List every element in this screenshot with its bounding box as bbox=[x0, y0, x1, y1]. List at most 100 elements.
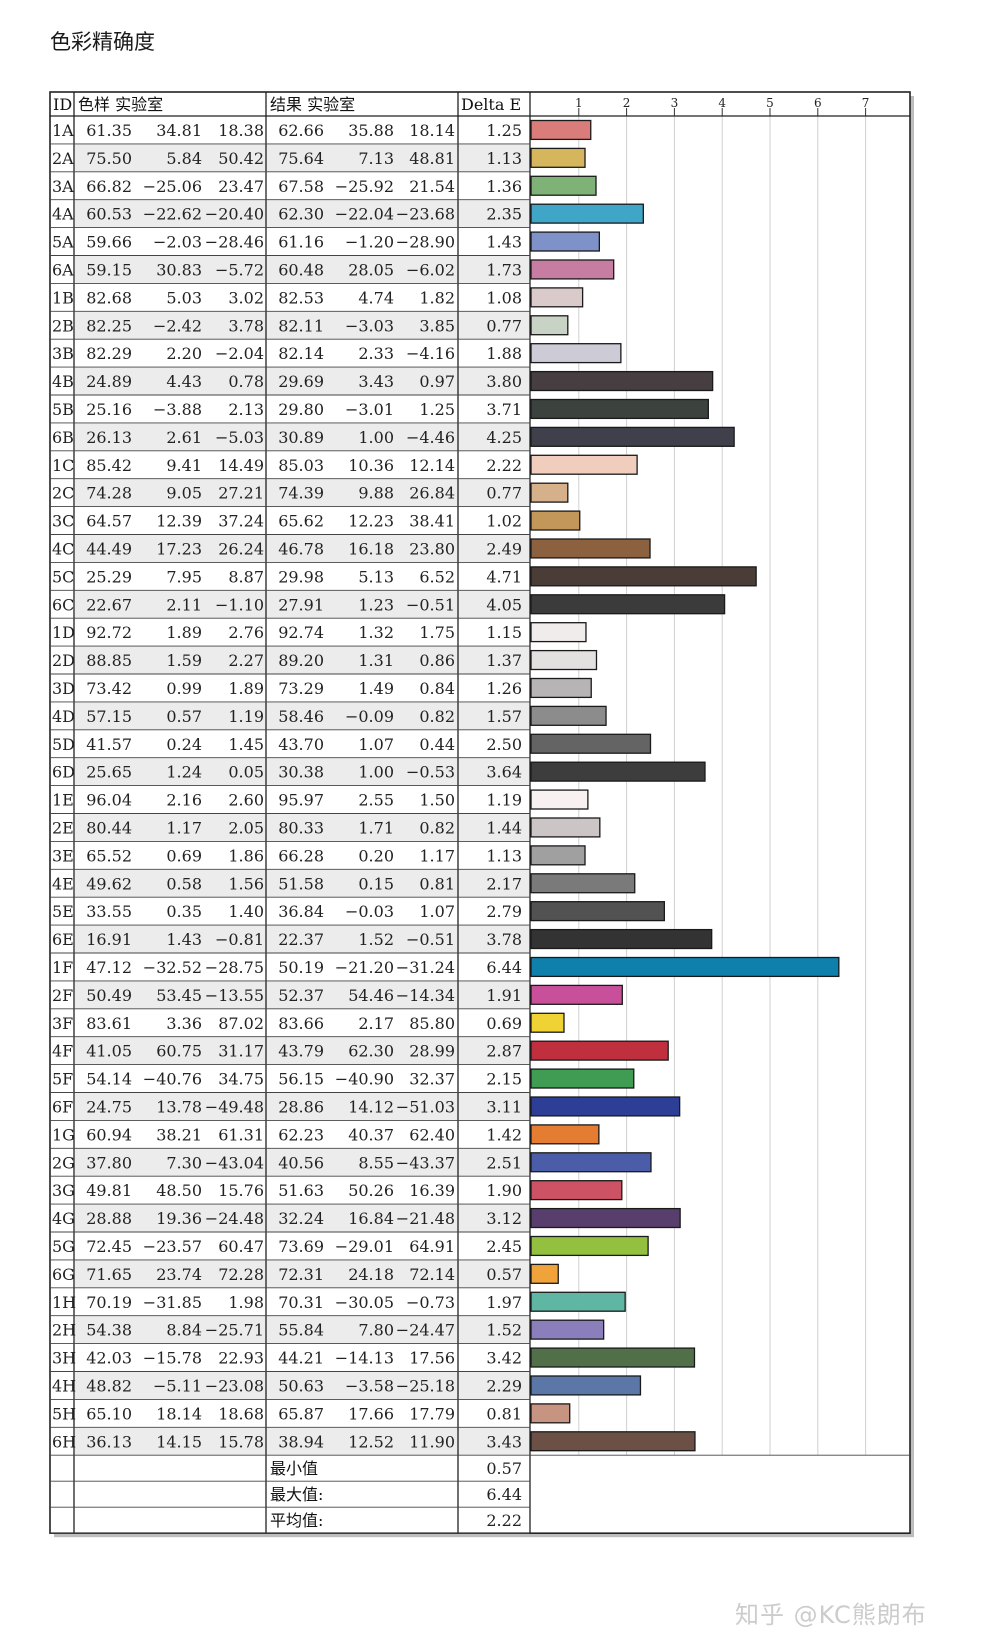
cell-result-value: 67.58 bbox=[278, 177, 324, 196]
bar-4B bbox=[530, 370, 714, 392]
cell-sample-value: 42.03 bbox=[86, 1349, 132, 1368]
cell-result-value: 29.69 bbox=[278, 372, 324, 391]
cell-sample-value: −20.40 bbox=[205, 205, 264, 224]
cell-delta: 3.42 bbox=[486, 1349, 522, 1368]
cell-sample-value: 1.40 bbox=[228, 902, 264, 921]
cell-result-value: 0.82 bbox=[419, 707, 455, 726]
cell-id: 2C bbox=[52, 484, 74, 503]
cell-id: 6H bbox=[52, 1432, 76, 1451]
cell-result-value: 26.84 bbox=[409, 484, 455, 503]
cell-sample-value: −3.88 bbox=[153, 400, 202, 419]
bar-5B bbox=[530, 398, 709, 420]
row-band bbox=[75, 311, 530, 340]
cell-result-value: 62.40 bbox=[409, 1125, 455, 1144]
cell-sample-value: 17.23 bbox=[156, 539, 202, 558]
cell-sample-value: 30.83 bbox=[156, 260, 202, 279]
cell-result-value: −0.51 bbox=[406, 930, 455, 949]
summary-value: 6.44 bbox=[486, 1485, 522, 1504]
cell-result-value: 28.86 bbox=[278, 1097, 324, 1116]
cell-result-value: 51.58 bbox=[278, 874, 324, 893]
cell-delta: 2.51 bbox=[486, 1153, 522, 1172]
row-band bbox=[75, 478, 530, 507]
cell-result-value: 16.84 bbox=[348, 1209, 394, 1228]
bar-2H bbox=[530, 1319, 605, 1340]
cell-result-value: 54.46 bbox=[348, 986, 394, 1005]
cell-sample-value: −15.78 bbox=[143, 1349, 202, 1368]
cell-sample-value: 0.58 bbox=[166, 874, 202, 893]
cell-result-value: 12.23 bbox=[348, 512, 394, 531]
cell-result-value: 0.20 bbox=[358, 846, 394, 865]
cell-result-value: 1.07 bbox=[358, 735, 394, 754]
cell-sample-value: −2.42 bbox=[153, 316, 202, 335]
cell-sample-value: 26.24 bbox=[218, 539, 264, 558]
cell-sample-value: 49.62 bbox=[86, 874, 132, 893]
cell-sample-value: −28.75 bbox=[205, 958, 264, 977]
x-tick-label: 4 bbox=[718, 96, 726, 110]
cell-result-value: 40.56 bbox=[278, 1153, 324, 1172]
bar-6C bbox=[530, 594, 726, 615]
cell-id: 2E bbox=[52, 818, 74, 837]
cell-result-value: 65.87 bbox=[278, 1404, 324, 1423]
cell-result-value: −0.09 bbox=[345, 707, 394, 726]
page-title: 色彩精确度 bbox=[50, 30, 155, 54]
cell-result-value: 75.64 bbox=[278, 149, 324, 168]
cell-sample-value: 60.94 bbox=[86, 1125, 132, 1144]
cell-result-value: 85.03 bbox=[278, 456, 324, 475]
cell-result-value: 0.86 bbox=[419, 651, 455, 670]
cell-id: 4B bbox=[52, 372, 74, 391]
cell-result-value: 28.99 bbox=[409, 1042, 455, 1061]
cell-delta: 2.22 bbox=[486, 456, 522, 475]
cell-delta: 3.12 bbox=[486, 1209, 522, 1228]
cell-result-value: 0.84 bbox=[419, 679, 455, 698]
cell-sample-value: 15.76 bbox=[218, 1181, 264, 1200]
cell-delta: 2.87 bbox=[486, 1042, 522, 1061]
cell-sample-value: 2.76 bbox=[228, 623, 264, 642]
x-tick-label: 2 bbox=[623, 96, 631, 110]
cell-result-value: 92.74 bbox=[278, 623, 324, 642]
cell-sample-value: 33.55 bbox=[86, 902, 132, 921]
cell-sample-value: 73.42 bbox=[86, 679, 132, 698]
bar-6B bbox=[530, 426, 735, 447]
cell-delta: 1.57 bbox=[486, 707, 522, 726]
cell-id: 6B bbox=[52, 428, 74, 447]
cell-result-value: 72.31 bbox=[278, 1265, 324, 1284]
cell-delta: 1.19 bbox=[486, 791, 522, 810]
bar-5D bbox=[530, 733, 652, 754]
cell-result-value: 64.91 bbox=[409, 1237, 455, 1256]
header-id: ID bbox=[53, 95, 72, 114]
cell-id: 5D bbox=[52, 735, 75, 754]
cell-sample-value: 96.04 bbox=[86, 791, 132, 810]
bar-2F bbox=[530, 984, 623, 1005]
bar-3H bbox=[530, 1347, 696, 1368]
cell-result-value: 62.23 bbox=[278, 1125, 324, 1144]
cell-delta: 1.15 bbox=[486, 623, 522, 642]
cell-result-value: 52.37 bbox=[278, 986, 324, 1005]
cell-result-value: 1.00 bbox=[358, 428, 394, 447]
cell-sample-value: −5.72 bbox=[215, 260, 264, 279]
cell-id: 5G bbox=[52, 1237, 75, 1256]
cell-delta: 2.49 bbox=[486, 539, 522, 558]
cell-sample-value: 72.45 bbox=[86, 1237, 132, 1256]
cell-id: 1A bbox=[52, 121, 74, 140]
cell-id: 6F bbox=[52, 1097, 73, 1116]
cell-id: 2G bbox=[52, 1153, 75, 1172]
cell-sample-value: 23.74 bbox=[156, 1265, 202, 1284]
cell-result-value: 12.52 bbox=[348, 1432, 394, 1451]
cell-delta: 1.13 bbox=[486, 149, 522, 168]
cell-sample-value: 8.87 bbox=[228, 567, 264, 586]
cell-sample-value: 2.60 bbox=[228, 791, 264, 810]
bar-5A bbox=[530, 231, 601, 252]
cell-sample-value: −0.81 bbox=[215, 930, 264, 949]
cell-sample-value: 60.53 bbox=[86, 205, 132, 224]
cell-sample-value: −23.08 bbox=[205, 1376, 264, 1395]
cell-id: 4F bbox=[52, 1042, 73, 1061]
cell-sample-value: 57.15 bbox=[86, 707, 132, 726]
cell-sample-value: −49.48 bbox=[205, 1097, 264, 1116]
cell-sample-value: 25.65 bbox=[86, 763, 132, 782]
bar-3E bbox=[530, 845, 586, 866]
cell-sample-value: 23.47 bbox=[218, 177, 264, 196]
bar-1E bbox=[530, 789, 589, 810]
bar-6D bbox=[530, 761, 706, 782]
cell-sample-value: 92.72 bbox=[86, 623, 132, 642]
cell-delta: 2.15 bbox=[486, 1070, 522, 1089]
